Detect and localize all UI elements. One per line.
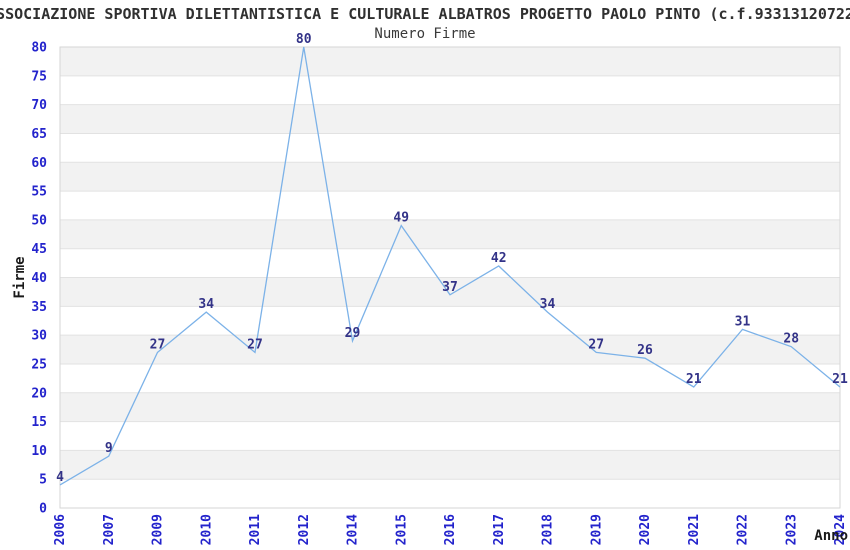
y-tick-label: 50	[31, 213, 47, 228]
y-tick-label: 40	[31, 271, 47, 286]
x-tick-label: 2023	[784, 514, 799, 545]
chart-title: ASSOCIAZIONE SPORTIVA DILETTANTISTICA E …	[0, 5, 850, 23]
point-label: 21	[832, 372, 848, 387]
x-tick-label: 2014	[346, 514, 361, 545]
x-tick-label: 2017	[492, 514, 507, 545]
plot-border	[59, 46, 841, 509]
plot-band	[60, 104, 840, 134]
series-line	[59, 46, 841, 486]
y-tick-label: 20	[31, 386, 47, 401]
x-tick-label: 2019	[589, 514, 604, 545]
y-tick-label: 60	[31, 156, 47, 171]
y-tick-label: 5	[39, 473, 47, 488]
x-tick-label: 2020	[638, 514, 653, 545]
y-axis-title: Firme	[12, 256, 28, 298]
y-tick-label: 0	[39, 502, 47, 517]
x-tick-label: 2006	[53, 514, 68, 545]
point-label: 31	[735, 314, 751, 329]
y-tick-label: 15	[31, 415, 47, 430]
x-tick-label: 2024	[833, 514, 848, 545]
y-tick-label: 55	[31, 185, 47, 200]
plot-band	[60, 450, 840, 480]
x-tick-label: 2022	[736, 514, 751, 545]
plot-band	[60, 47, 840, 76]
y-tick-label: 75	[31, 69, 47, 84]
point-label: 27	[150, 337, 166, 352]
x-tick-label: 2021	[687, 514, 702, 545]
point-label: 29	[345, 326, 361, 341]
point-label: 80	[296, 32, 312, 47]
y-tick-label: 35	[31, 300, 47, 315]
y-tick-label: 30	[31, 329, 47, 344]
y-tick-label: 80	[31, 41, 47, 56]
y-tick-label: 45	[31, 242, 47, 257]
chart-subtitle: Numero Firme	[374, 26, 476, 42]
point-label: 9	[105, 441, 113, 456]
point-label: 21	[686, 372, 702, 387]
x-tick-label: 2011	[248, 514, 263, 545]
x-tick-label: 2007	[102, 514, 117, 545]
point-label: 42	[491, 251, 507, 266]
y-tick-label: 70	[31, 98, 47, 113]
point-label: 4	[56, 470, 64, 485]
point-label: 34	[540, 297, 556, 312]
x-tick-label: 2015	[394, 514, 409, 545]
point-label: 28	[783, 332, 799, 347]
point-label: 27	[247, 337, 263, 352]
plot-band	[60, 392, 840, 422]
point-label: 27	[588, 337, 604, 352]
plot-band	[60, 335, 840, 364]
plot-band	[60, 219, 840, 249]
point-label: 49	[393, 211, 409, 226]
x-tick-label: 2009	[151, 514, 166, 545]
x-tick-label: 2016	[443, 514, 458, 545]
y-tick-label: 25	[31, 357, 47, 372]
plot-band	[60, 162, 840, 192]
point-label: 37	[442, 280, 458, 295]
point-label: 34	[198, 297, 214, 312]
plot-band	[60, 277, 840, 307]
x-tick-label: 2010	[199, 514, 214, 545]
point-label: 26	[637, 343, 653, 358]
x-axis-title: Anno	[814, 528, 848, 544]
x-tick-label: 2018	[541, 514, 556, 545]
y-tick-label: 65	[31, 127, 47, 142]
y-tick-label: 10	[31, 444, 47, 459]
x-tick-label: 2012	[297, 514, 312, 545]
